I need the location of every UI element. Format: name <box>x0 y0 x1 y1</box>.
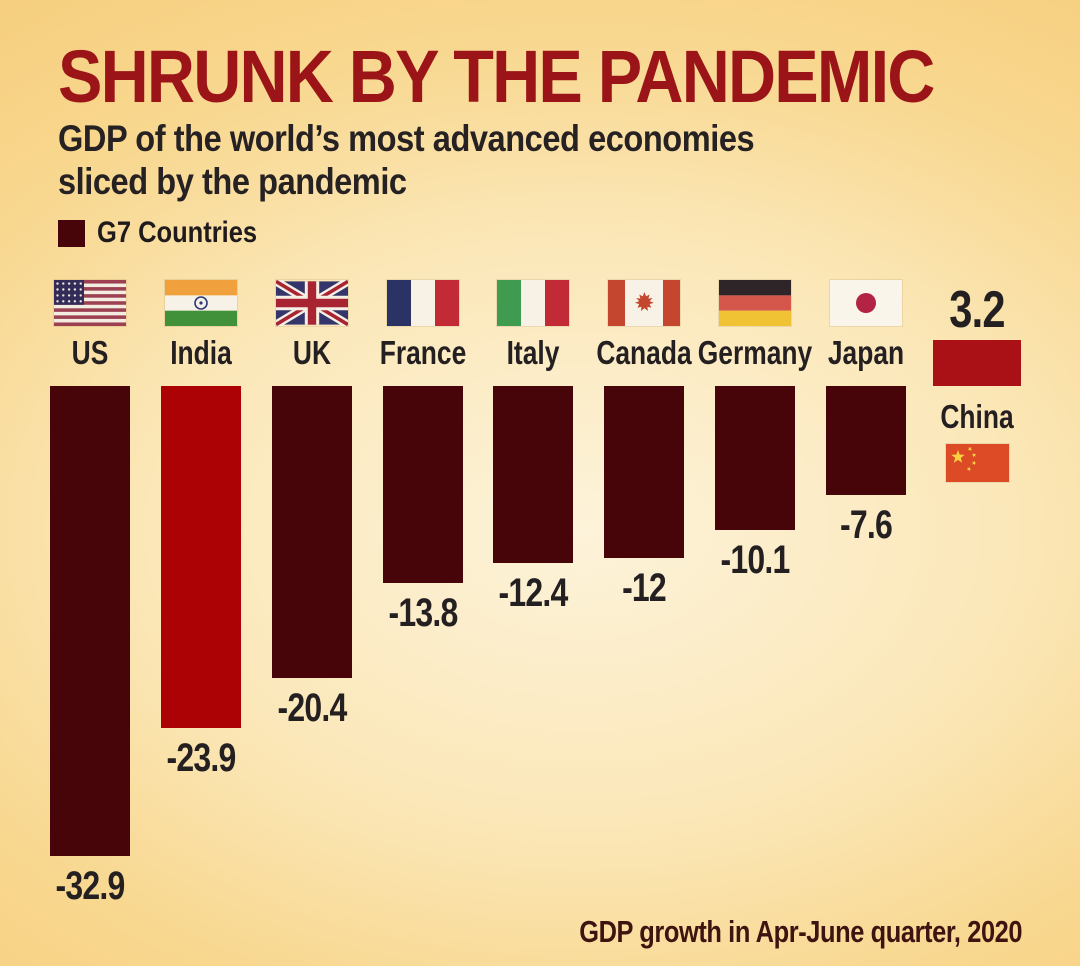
value-label-uk: -20.4 <box>277 686 348 730</box>
country-label-france: France <box>379 334 467 371</box>
subtitle-line-1: GDP of the world’s most advanced economi… <box>58 118 755 159</box>
bar-canada <box>604 386 684 558</box>
country-label-japan: Japan <box>827 334 905 371</box>
it-flag-icon <box>497 280 569 326</box>
legend-label: G7 Countries <box>97 216 258 249</box>
fr-flag-icon <box>387 280 459 326</box>
legend-g7: G7 Countries <box>58 216 285 250</box>
legend-swatch-icon <box>58 219 85 247</box>
country-label-china: China <box>940 398 1014 435</box>
us-flag-icon <box>54 280 126 326</box>
bar-germany <box>715 386 795 530</box>
bar-france <box>383 386 463 583</box>
bar-us <box>50 386 130 856</box>
bar-uk <box>272 386 352 678</box>
value-label-germany: -10.1 <box>720 538 791 582</box>
country-label-italy: Italy <box>506 334 560 371</box>
value-label-italy: -12.4 <box>498 571 569 615</box>
country-label-india: India <box>170 334 232 371</box>
bar-india <box>161 386 241 728</box>
value-label-canada: -12 <box>622 566 667 610</box>
source-note: GDP growth in Apr-June quarter, 2020 <box>579 914 1022 949</box>
country-label-us: US <box>71 334 109 371</box>
gb-flag-icon <box>276 280 348 326</box>
value-label-us: -32.9 <box>55 864 126 908</box>
bar-china <box>933 340 1021 386</box>
country-label-uk: UK <box>292 334 332 371</box>
de-flag-icon <box>719 280 791 326</box>
subtitle-line-2: sliced by the pandemic <box>58 161 407 202</box>
value-label-china: 3.2 <box>949 281 1005 339</box>
country-label-canada: Canada <box>596 334 692 371</box>
bar-japan <box>826 386 906 495</box>
jp-flag-icon <box>830 280 902 326</box>
in-flag-icon <box>165 280 237 326</box>
ca-flag-icon <box>608 280 680 326</box>
value-label-india: -23.9 <box>166 736 237 780</box>
bar-italy <box>493 386 573 563</box>
page-title: SHRUNK BY THE PANDEMIC <box>58 35 935 118</box>
country-label-germany: Germany <box>697 334 813 371</box>
value-label-france: -13.8 <box>388 591 459 635</box>
value-label-japan: -7.6 <box>840 503 893 547</box>
cn-flag-icon <box>946 444 1009 482</box>
